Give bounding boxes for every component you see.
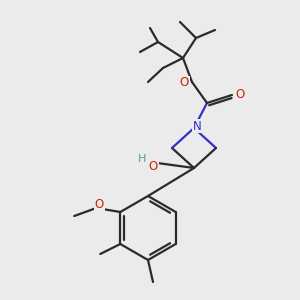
Text: N: N bbox=[193, 119, 201, 133]
Text: H: H bbox=[138, 154, 146, 164]
Text: O: O bbox=[179, 76, 189, 89]
Text: O: O bbox=[148, 160, 158, 173]
Text: O: O bbox=[236, 88, 244, 100]
Text: O: O bbox=[95, 197, 104, 211]
